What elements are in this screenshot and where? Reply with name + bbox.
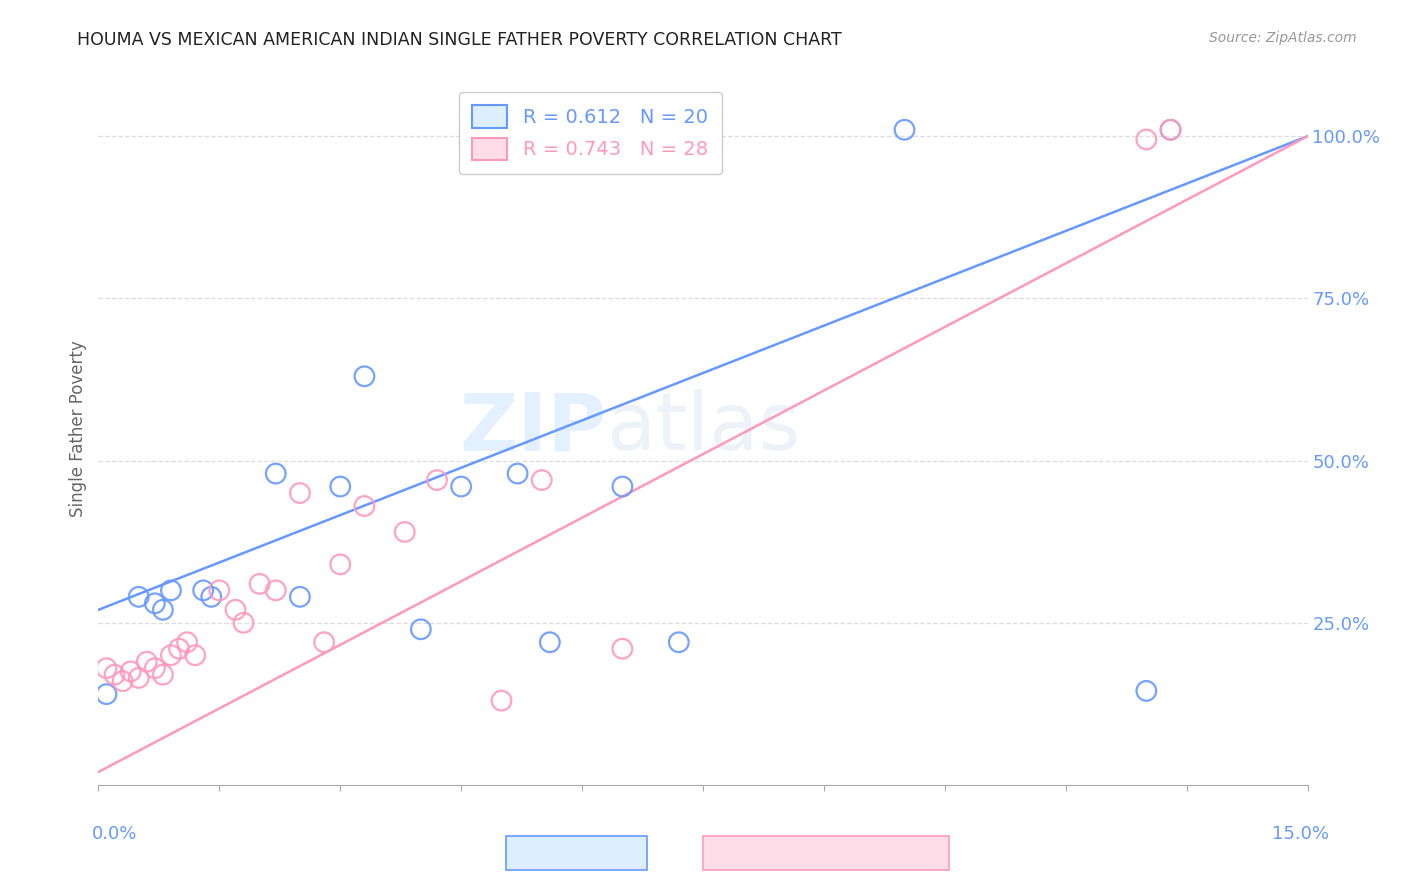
Point bbox=[232, 615, 254, 630]
Point bbox=[426, 473, 449, 487]
Point bbox=[208, 583, 231, 598]
Point bbox=[353, 499, 375, 513]
Point bbox=[329, 479, 352, 493]
Point bbox=[249, 577, 271, 591]
Point bbox=[893, 122, 915, 136]
Point bbox=[200, 590, 222, 604]
Point bbox=[530, 473, 553, 487]
Point bbox=[329, 558, 352, 572]
Point bbox=[668, 635, 690, 649]
Point bbox=[103, 667, 125, 681]
Point bbox=[160, 648, 183, 663]
Y-axis label: Single Father Poverty: Single Father Poverty bbox=[69, 340, 87, 516]
Point bbox=[409, 622, 432, 636]
Point bbox=[1160, 122, 1182, 136]
Text: ZIP: ZIP bbox=[458, 389, 606, 467]
Point bbox=[135, 655, 157, 669]
Point bbox=[184, 648, 207, 663]
Point bbox=[152, 603, 174, 617]
Text: Mexican American Indians: Mexican American Indians bbox=[717, 844, 935, 862]
Point bbox=[120, 665, 142, 679]
Point bbox=[1135, 132, 1157, 146]
Point bbox=[152, 667, 174, 681]
Text: Source: ZipAtlas.com: Source: ZipAtlas.com bbox=[1209, 31, 1357, 45]
Text: atlas: atlas bbox=[606, 389, 800, 467]
Point bbox=[612, 479, 634, 493]
Point bbox=[450, 479, 472, 493]
Point bbox=[264, 583, 287, 598]
Legend: R = 0.612   N = 20, R = 0.743   N = 28: R = 0.612 N = 20, R = 0.743 N = 28 bbox=[458, 92, 721, 174]
Point bbox=[128, 671, 150, 685]
Point bbox=[193, 583, 215, 598]
Point bbox=[176, 635, 198, 649]
Point bbox=[96, 661, 118, 675]
Text: HOUMA VS MEXICAN AMERICAN INDIAN SINGLE FATHER POVERTY CORRELATION CHART: HOUMA VS MEXICAN AMERICAN INDIAN SINGLE … bbox=[77, 31, 842, 49]
Text: 0.0%: 0.0% bbox=[91, 825, 136, 843]
Point bbox=[224, 603, 246, 617]
Point bbox=[143, 596, 166, 610]
Text: Houma: Houma bbox=[547, 844, 606, 862]
Point bbox=[96, 687, 118, 701]
Point bbox=[506, 467, 529, 481]
Point bbox=[143, 661, 166, 675]
Point bbox=[167, 641, 190, 656]
Point bbox=[538, 635, 561, 649]
Point bbox=[612, 641, 634, 656]
Point bbox=[288, 486, 311, 500]
Point bbox=[1160, 122, 1182, 136]
Point bbox=[288, 590, 311, 604]
Point bbox=[160, 583, 183, 598]
Point bbox=[128, 590, 150, 604]
Point bbox=[1135, 684, 1157, 698]
Point bbox=[314, 635, 336, 649]
Point bbox=[491, 693, 513, 707]
Point bbox=[353, 369, 375, 384]
Point bbox=[111, 674, 134, 689]
Point bbox=[394, 524, 416, 539]
Point bbox=[264, 467, 287, 481]
Text: 15.0%: 15.0% bbox=[1271, 825, 1329, 843]
